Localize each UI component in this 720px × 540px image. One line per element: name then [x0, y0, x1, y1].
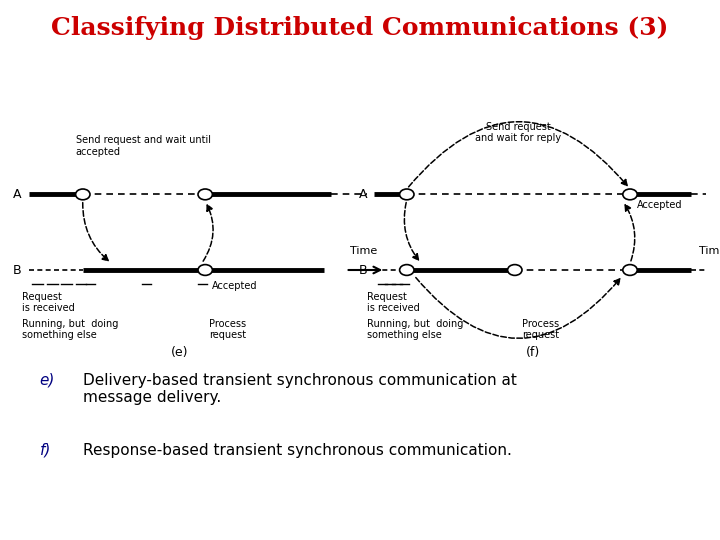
Text: Accepted: Accepted [212, 281, 258, 291]
Text: (e): (e) [171, 346, 189, 359]
Circle shape [400, 265, 414, 275]
Text: Send request
and wait for reply: Send request and wait for reply [475, 122, 562, 143]
Text: B: B [13, 264, 22, 276]
Text: Send request and wait until
accepted: Send request and wait until accepted [76, 135, 211, 157]
Text: Delivery-based transient synchronous communication at
message delivery.: Delivery-based transient synchronous com… [83, 373, 517, 405]
Circle shape [198, 265, 212, 275]
Circle shape [623, 265, 637, 275]
Text: Running, but  doing
something else: Running, but doing something else [22, 319, 118, 340]
Text: Request
is received: Request is received [22, 292, 74, 313]
Text: Response-based transient synchronous communication.: Response-based transient synchronous com… [83, 443, 512, 458]
Circle shape [400, 189, 414, 200]
Circle shape [76, 189, 90, 200]
Text: B: B [359, 264, 367, 276]
Text: f): f) [40, 443, 51, 458]
Text: Request
is received: Request is received [367, 292, 420, 313]
Text: Time: Time [350, 246, 377, 256]
Text: e): e) [40, 373, 55, 388]
Circle shape [198, 189, 212, 200]
Text: A: A [359, 188, 367, 201]
Circle shape [508, 265, 522, 275]
Text: Running, but  doing
something else: Running, but doing something else [367, 319, 464, 340]
Text: Classifying Distributed Communications (3): Classifying Distributed Communications (… [51, 16, 669, 40]
Text: Accepted: Accepted [637, 200, 683, 210]
Text: A: A [13, 188, 22, 201]
Text: Process
request: Process request [522, 319, 559, 340]
Circle shape [623, 189, 637, 200]
Text: Process
request: Process request [209, 319, 246, 340]
Text: Time: Time [699, 246, 720, 256]
Text: (f): (f) [526, 346, 540, 359]
